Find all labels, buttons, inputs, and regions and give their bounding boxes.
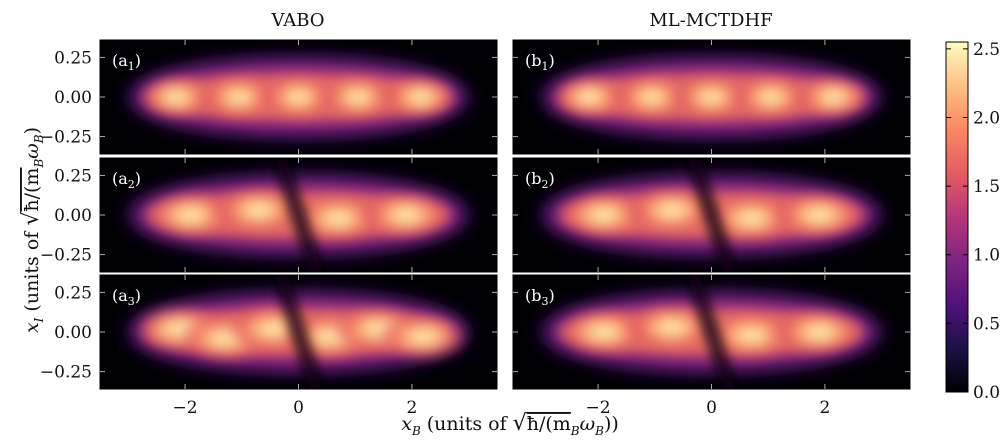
x-axis-label: xB (units of √ħ/(mBωB)) (401, 411, 619, 438)
density-peak (260, 75, 337, 119)
x-tick-label: 2 (820, 398, 831, 418)
density-peak (144, 191, 237, 239)
panel-label: (a2) (112, 169, 141, 191)
x-tick-label: 0 (293, 398, 304, 418)
panel-label: (b3) (525, 286, 555, 308)
panel-b3 (513, 275, 910, 389)
panel-a2 (100, 158, 497, 272)
density-peak (382, 75, 459, 119)
colorbar-tick-label: 0.0 (973, 383, 1000, 403)
density-peak (557, 308, 650, 356)
y-tick-label: 0.00 (54, 88, 92, 108)
y-tick-label: 0.25 (54, 283, 92, 303)
y-tick-label: −0.25 (40, 128, 92, 148)
density-peak (625, 186, 718, 235)
y-tick-label: 0.25 (54, 166, 92, 186)
column-title-mlmctdhf: ML-MCTDHF (649, 10, 772, 31)
soliton-notch (687, 158, 736, 272)
soliton-notch (274, 158, 323, 272)
density-peak (673, 75, 750, 119)
panel-b1 (513, 40, 910, 154)
panel-b2 (513, 158, 910, 272)
density-peak (625, 303, 718, 352)
density-peak (212, 186, 305, 235)
panel-label: (b2) (525, 169, 555, 191)
density-peak (705, 194, 798, 243)
colorbar: 0.0 0.5 1.0 1.5 2.0 2.5 (945, 40, 1000, 403)
density-peak (773, 308, 866, 356)
density-peak (773, 191, 866, 239)
colorbar-tick-label: 0.5 (973, 314, 1000, 334)
colorbar-tick-label: 1.5 (973, 177, 1000, 197)
density-peak (360, 191, 453, 239)
x-tick-label: 2 (407, 398, 418, 418)
density-peak (292, 194, 385, 243)
y-tick-label: 0.25 (54, 48, 92, 68)
y-tick-label: 0.00 (54, 323, 92, 343)
density-peak (795, 75, 872, 119)
density-peak (705, 311, 798, 360)
panel-grid: (a1) 0.25 0.00 −0.25 (a2) 0.25 0.00 −0.25 (a3) 0.… (40, 39, 911, 418)
panel-label: (b1) (525, 51, 555, 73)
x-tick-label: −2 (586, 398, 611, 418)
density-peak (557, 191, 650, 239)
soliton-notch (274, 275, 323, 389)
density-peak (138, 75, 215, 119)
density-peak (320, 75, 397, 119)
density-peak (551, 75, 628, 119)
panel-a3 (100, 275, 497, 389)
y-tick-label: −0.25 (40, 246, 92, 266)
density-peak (733, 75, 810, 119)
y-axis-label: xI(units of √ħ/(mBωB) (19, 127, 46, 333)
density-peak (613, 75, 690, 119)
panel-a1 (100, 40, 497, 154)
svg-text:xI(units of √ħ/(mBωB): xI(units of √ħ/(mBωB) (19, 127, 46, 333)
density-peak (200, 75, 277, 119)
soliton-notch (687, 275, 736, 389)
x-tick-label: 0 (706, 398, 717, 418)
panel-label: (a1) (112, 51, 141, 73)
y-tick-label: 0.00 (54, 206, 92, 226)
x-tick-label: −2 (173, 398, 198, 418)
colorbar-tick-label: 2.0 (973, 108, 1000, 128)
colorbar-tick-label: 2.5 (973, 40, 1000, 60)
colorbar-gradient (945, 41, 969, 393)
y-tick-label: −0.25 (40, 363, 92, 383)
column-title-vabo: VABO (270, 10, 324, 31)
colorbar-tick-label: 1.0 (973, 246, 1000, 266)
density-peak (377, 312, 470, 361)
panel-label: (a3) (112, 286, 141, 308)
